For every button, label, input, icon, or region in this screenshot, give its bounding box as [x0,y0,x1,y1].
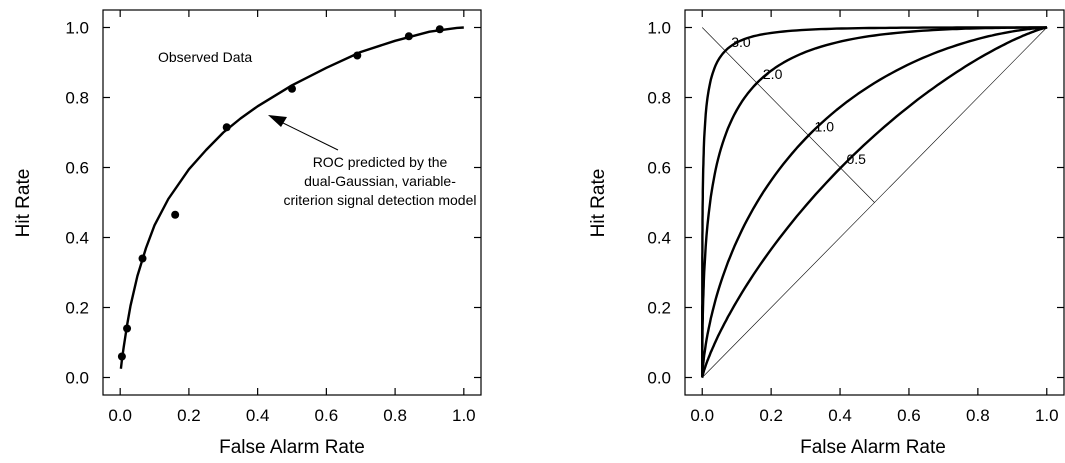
left-x-tick-label: 0.2 [177,406,201,425]
right-x-tick-label: 0.6 [897,406,921,425]
dprime-label: 1.0 [815,118,835,134]
left-ticks: 0.0 0.0 0.2 0.2 0.4 0.4 0.6 0.6 0.8 0.8 1.0 1.0 [65,10,481,425]
right-ticks: 0.0 0.0 0.2 0.2 0.4 0.4 0.6 0.6 0.8 0.8 1.0 1.0 [647,10,1064,425]
roc-annotation-line-2: dual-Gaussian, variable- [304,173,456,189]
right-y-tick-label: 0.6 [647,159,671,178]
observed-data-label: Observed Data [158,49,252,65]
right-y-tick-label: 0.4 [647,229,671,248]
roc-curve-dprime [701,26,1048,379]
observed-data-point [435,25,444,34]
roc-annotation-line-3: criterion signal detection model [284,192,477,208]
observed-data-point [288,84,296,93]
left-x-tick-label: 0.8 [383,406,407,425]
observed-data-point [353,51,362,60]
right-x-tick-label: 0.4 [828,406,852,425]
right-y-tick-label: 1.0 [647,19,671,38]
dprime-label: 3.0 [731,34,751,50]
roc-annotation-line-1: ROC predicted by the [313,154,448,170]
observed-data-point [123,324,132,333]
right-y-tick-label: 0.8 [647,89,671,108]
left-y-tick-label: 1.0 [65,19,89,38]
right-x-tick-label: 0.8 [966,406,990,425]
right-marks: 3.0 2.0 1.0 0.5 [701,26,1048,379]
left-x-axis-label: False Alarm Rate [219,437,365,458]
right-chart: 0.0 0.0 0.2 0.2 0.4 0.4 0.6 0.6 0.8 0.8 1.0 1.0 3.0… [588,9,1065,458]
observed-data-point [404,32,413,41]
right-y-axis-label: Hit Rate [588,169,609,238]
left-plot-frame [102,9,482,396]
dprime-label: 2.0 [763,66,783,82]
right-x-tick-label: 1.0 [1035,406,1059,425]
observed-data-point [171,210,180,219]
left-marks [117,25,464,369]
right-plot-frame [684,9,1065,396]
left-x-tick-label: 0.0 [108,406,132,425]
left-y-tick-label: 0.4 [65,229,89,248]
observed-data-point [138,254,147,263]
right-y-tick-label: 0.0 [647,369,671,388]
minor-diagonal-line [702,27,875,203]
observed-data-point [117,352,126,361]
right-x-tick-label: 0.0 [690,406,714,425]
left-x-tick-label: 1.0 [452,406,476,425]
left-y-tick-label: 0.8 [65,89,89,108]
roc-curve-dprime [701,26,1048,379]
left-y-tick-label: 0.0 [65,369,89,388]
dprime-label: 0.5 [846,151,866,167]
left-chart: 0.0 0.0 0.2 0.2 0.4 0.4 0.6 0.6 0.8 0.8 1.0 1.0 Fal… [13,9,482,458]
left-x-tick-label: 0.6 [315,406,339,425]
annotation-arrow [268,115,339,151]
observed-data-point [222,123,231,132]
right-x-tick-label: 0.2 [759,406,783,425]
right-y-tick-label: 0.2 [647,299,671,318]
right-x-axis-label: False Alarm Rate [800,437,946,458]
left-y-axis-label: Hit Rate [13,169,34,238]
left-y-tick-label: 0.2 [65,299,89,318]
left-x-tick-label: 0.4 [246,406,270,425]
left-y-tick-label: 0.6 [65,159,89,178]
